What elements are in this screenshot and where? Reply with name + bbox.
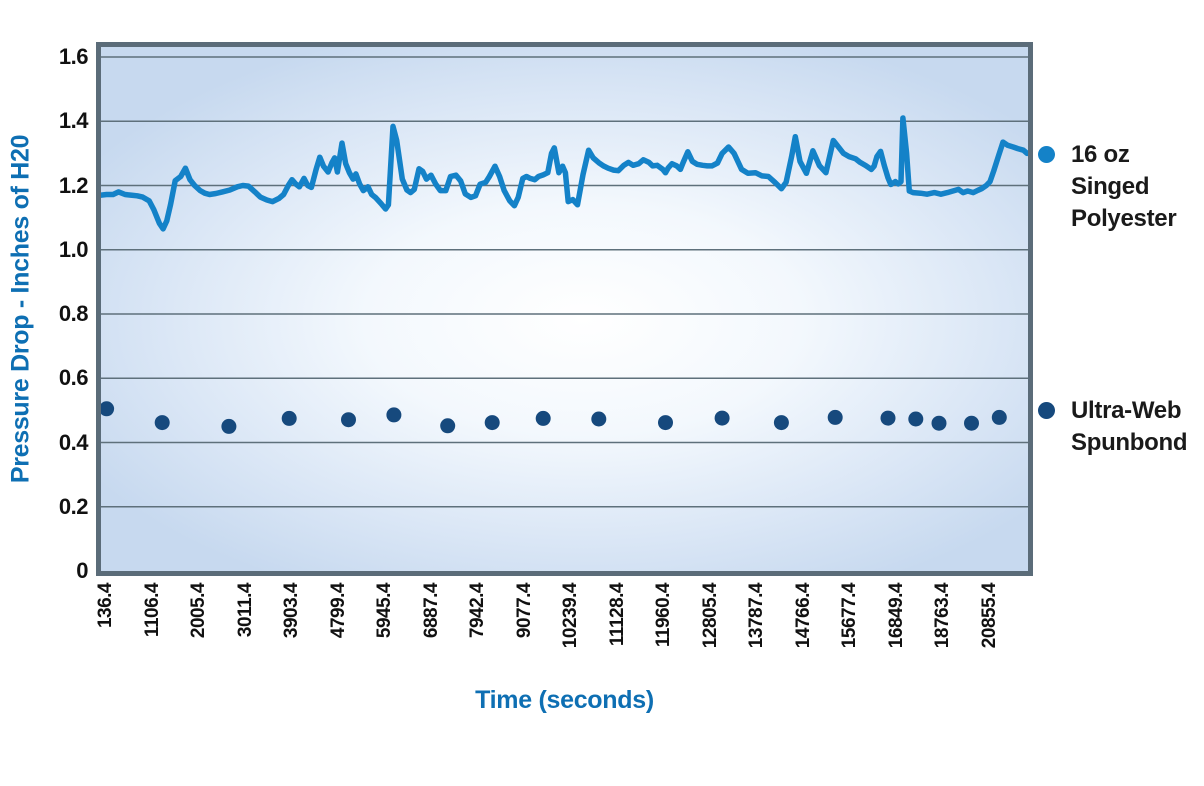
series-dot-ultra-web-spunbond bbox=[386, 407, 402, 423]
legend-item: Ultra-Web Spunbond bbox=[1038, 395, 1188, 459]
x-tick-label: 20855.4 bbox=[978, 583, 1000, 649]
x-tick-label: 14766.4 bbox=[792, 583, 814, 649]
series-dot-ultra-web-spunbond bbox=[658, 415, 673, 431]
x-tick-label: 13787.4 bbox=[746, 583, 767, 649]
series-dot-ultra-web-spunbond bbox=[341, 412, 356, 428]
x-tick-label: 9077.4 bbox=[513, 583, 535, 639]
plot-area bbox=[96, 42, 1033, 576]
series-dot-ultra-web-spunbond bbox=[908, 411, 924, 427]
series-dot-ultra-web-spunbond bbox=[591, 411, 607, 427]
series-dot-ultra-web-spunbond bbox=[154, 415, 170, 431]
series-dot-ultra-web-spunbond bbox=[827, 409, 843, 425]
chart-canvas bbox=[101, 56, 1028, 508]
x-tick-label: 10239.4 bbox=[560, 583, 581, 649]
y-tick-label: 1.0 bbox=[58, 236, 89, 262]
x-tick-label: 7942.4 bbox=[467, 583, 488, 639]
series-dot-ultra-web-spunbond bbox=[101, 401, 115, 417]
x-tick-label: 1106.4 bbox=[141, 583, 163, 638]
series-dot-ultra-web-spunbond bbox=[484, 415, 500, 431]
x-tick-label: 18763.4 bbox=[932, 583, 953, 649]
y-tick-label: 1.2 bbox=[58, 172, 89, 198]
x-tick-label: 12805.4 bbox=[699, 583, 721, 649]
x-tick-label: 4799.4 bbox=[327, 583, 349, 639]
legend-label: 16 oz Singed Polyester bbox=[1071, 141, 1177, 232]
series-dot-ultra-web-spunbond bbox=[773, 415, 789, 431]
series-dot-ultra-web-spunbond bbox=[714, 410, 730, 426]
series-dot-ultra-web-spunbond bbox=[440, 418, 456, 434]
series-dot-ultra-web-spunbond bbox=[931, 415, 947, 431]
x-tick-label: 11128.4 bbox=[606, 583, 628, 647]
x-tick-label: 3011.4 bbox=[234, 583, 256, 638]
y-tick-label: 1.6 bbox=[58, 44, 89, 69]
series-dot-ultra-web-spunbond bbox=[991, 409, 1007, 425]
x-tick-label: 15677.4 bbox=[839, 583, 860, 649]
y-tick-label: 0.8 bbox=[58, 301, 89, 326]
x-tick-label: 2005.4 bbox=[188, 583, 209, 639]
series-dot-ultra-web-spunbond bbox=[221, 418, 237, 434]
legend-item: 16 oz Singed Polyester bbox=[1038, 139, 1177, 235]
y-tick-label: 0.6 bbox=[58, 365, 89, 391]
x-tick-label: 5945.4 bbox=[374, 583, 395, 639]
legend-marker-dot bbox=[1038, 402, 1055, 419]
series-line-singed-polyester bbox=[101, 115, 1028, 232]
x-axis-title: Time (seconds) bbox=[475, 686, 654, 714]
legend-label: Ultra-Web Spunbond bbox=[1071, 397, 1188, 456]
x-tick-label: 3903.4 bbox=[281, 583, 302, 639]
x-tick-label: 136.4 bbox=[95, 583, 116, 629]
y-tick-label: 0 bbox=[76, 558, 88, 583]
legend-marker-dot bbox=[1038, 146, 1055, 163]
series-dot-ultra-web-spunbond bbox=[880, 410, 896, 426]
y-tick-label: 0.2 bbox=[58, 493, 89, 519]
series-dot-ultra-web-spunbond bbox=[964, 415, 979, 431]
y-tick-label: 0.4 bbox=[58, 429, 89, 455]
series-dot-ultra-web-spunbond bbox=[281, 410, 297, 426]
x-tick-label: 6887.4 bbox=[420, 583, 442, 639]
series-dot-ultra-web-spunbond bbox=[535, 410, 551, 426]
x-tick-label: 11960.4 bbox=[653, 583, 674, 648]
x-tick-label: 16849.4 bbox=[885, 583, 907, 649]
y-tick-label: 1.4 bbox=[58, 108, 89, 134]
